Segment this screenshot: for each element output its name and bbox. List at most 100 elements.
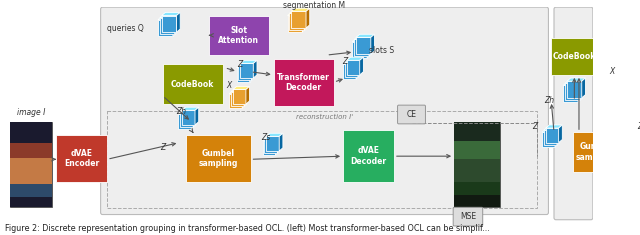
Polygon shape bbox=[231, 88, 248, 92]
Polygon shape bbox=[563, 85, 578, 102]
Text: Z: Z bbox=[237, 60, 242, 69]
Text: Zs: Zs bbox=[262, 133, 271, 142]
Polygon shape bbox=[542, 129, 559, 132]
Text: image I: image I bbox=[17, 108, 45, 117]
Polygon shape bbox=[354, 36, 372, 39]
Polygon shape bbox=[352, 42, 367, 58]
Polygon shape bbox=[291, 11, 306, 28]
FancyBboxPatch shape bbox=[454, 159, 500, 182]
Polygon shape bbox=[345, 63, 358, 77]
Polygon shape bbox=[287, 12, 306, 16]
Polygon shape bbox=[563, 82, 582, 85]
FancyBboxPatch shape bbox=[10, 184, 52, 197]
Polygon shape bbox=[191, 111, 195, 129]
Polygon shape bbox=[602, 34, 615, 49]
FancyBboxPatch shape bbox=[573, 132, 619, 172]
FancyBboxPatch shape bbox=[454, 195, 500, 207]
Text: reconstruction I': reconstruction I' bbox=[296, 114, 353, 120]
Text: queries Q: queries Q bbox=[108, 24, 144, 32]
Polygon shape bbox=[356, 61, 360, 79]
Polygon shape bbox=[565, 80, 584, 83]
Polygon shape bbox=[559, 125, 563, 143]
FancyBboxPatch shape bbox=[56, 135, 107, 182]
Polygon shape bbox=[626, 128, 639, 143]
Polygon shape bbox=[241, 63, 253, 78]
Polygon shape bbox=[367, 39, 371, 58]
Polygon shape bbox=[182, 107, 198, 110]
Polygon shape bbox=[604, 29, 621, 32]
Polygon shape bbox=[358, 59, 362, 77]
Polygon shape bbox=[600, 33, 617, 36]
Polygon shape bbox=[237, 64, 253, 68]
Polygon shape bbox=[195, 107, 198, 125]
Polygon shape bbox=[604, 32, 617, 47]
Text: CodeBook: CodeBook bbox=[171, 80, 214, 89]
Polygon shape bbox=[613, 33, 617, 51]
Polygon shape bbox=[617, 29, 621, 47]
Polygon shape bbox=[623, 132, 636, 147]
FancyBboxPatch shape bbox=[551, 39, 598, 75]
Polygon shape bbox=[360, 57, 364, 75]
Polygon shape bbox=[264, 135, 281, 138]
Text: dVAE
Encoder: dVAE Encoder bbox=[64, 149, 99, 168]
Polygon shape bbox=[244, 88, 248, 106]
Polygon shape bbox=[582, 78, 586, 98]
Polygon shape bbox=[253, 60, 257, 78]
Polygon shape bbox=[567, 81, 582, 98]
Polygon shape bbox=[229, 90, 246, 94]
Polygon shape bbox=[193, 109, 197, 127]
Polygon shape bbox=[602, 31, 619, 34]
Text: dVAE
Decoder: dVAE Decoder bbox=[351, 146, 387, 166]
Polygon shape bbox=[287, 16, 302, 32]
FancyBboxPatch shape bbox=[454, 122, 500, 141]
FancyBboxPatch shape bbox=[100, 7, 548, 215]
Polygon shape bbox=[277, 135, 281, 153]
Polygon shape bbox=[239, 63, 255, 66]
Polygon shape bbox=[179, 111, 195, 114]
Polygon shape bbox=[233, 90, 246, 104]
Polygon shape bbox=[158, 20, 173, 36]
Polygon shape bbox=[289, 10, 308, 13]
Text: Slot
Attention: Slot Attention bbox=[218, 26, 259, 45]
Polygon shape bbox=[262, 137, 279, 141]
Polygon shape bbox=[354, 39, 369, 56]
FancyBboxPatch shape bbox=[10, 197, 52, 207]
Text: X: X bbox=[227, 81, 232, 90]
Polygon shape bbox=[180, 112, 193, 127]
Polygon shape bbox=[241, 60, 257, 63]
Polygon shape bbox=[246, 86, 250, 104]
FancyBboxPatch shape bbox=[274, 59, 334, 106]
Polygon shape bbox=[544, 127, 561, 130]
Polygon shape bbox=[175, 15, 179, 34]
Polygon shape bbox=[250, 64, 253, 82]
Polygon shape bbox=[542, 132, 555, 147]
FancyBboxPatch shape bbox=[453, 207, 483, 226]
Polygon shape bbox=[369, 36, 372, 56]
Polygon shape bbox=[345, 59, 362, 63]
Polygon shape bbox=[262, 141, 275, 155]
Polygon shape bbox=[343, 64, 356, 79]
FancyBboxPatch shape bbox=[10, 122, 52, 207]
Polygon shape bbox=[352, 39, 371, 42]
FancyBboxPatch shape bbox=[10, 158, 52, 184]
Polygon shape bbox=[356, 34, 374, 37]
Text: Transformer
Decoder: Transformer Decoder bbox=[277, 73, 330, 92]
Text: Gumbel
sampling: Gumbel sampling bbox=[198, 149, 238, 168]
Polygon shape bbox=[275, 137, 279, 155]
Polygon shape bbox=[636, 129, 639, 147]
Text: MSE: MSE bbox=[460, 212, 476, 221]
FancyBboxPatch shape bbox=[10, 143, 52, 158]
Polygon shape bbox=[565, 83, 580, 100]
Polygon shape bbox=[371, 34, 374, 54]
Text: Zh: Zh bbox=[176, 107, 186, 116]
Polygon shape bbox=[266, 136, 279, 151]
Polygon shape bbox=[231, 92, 244, 106]
Polygon shape bbox=[291, 8, 310, 11]
Polygon shape bbox=[242, 90, 246, 108]
Polygon shape bbox=[639, 125, 640, 143]
FancyBboxPatch shape bbox=[454, 141, 500, 159]
Text: Z: Z bbox=[532, 122, 538, 132]
Polygon shape bbox=[264, 138, 277, 153]
Polygon shape bbox=[544, 130, 557, 145]
FancyBboxPatch shape bbox=[554, 7, 593, 220]
